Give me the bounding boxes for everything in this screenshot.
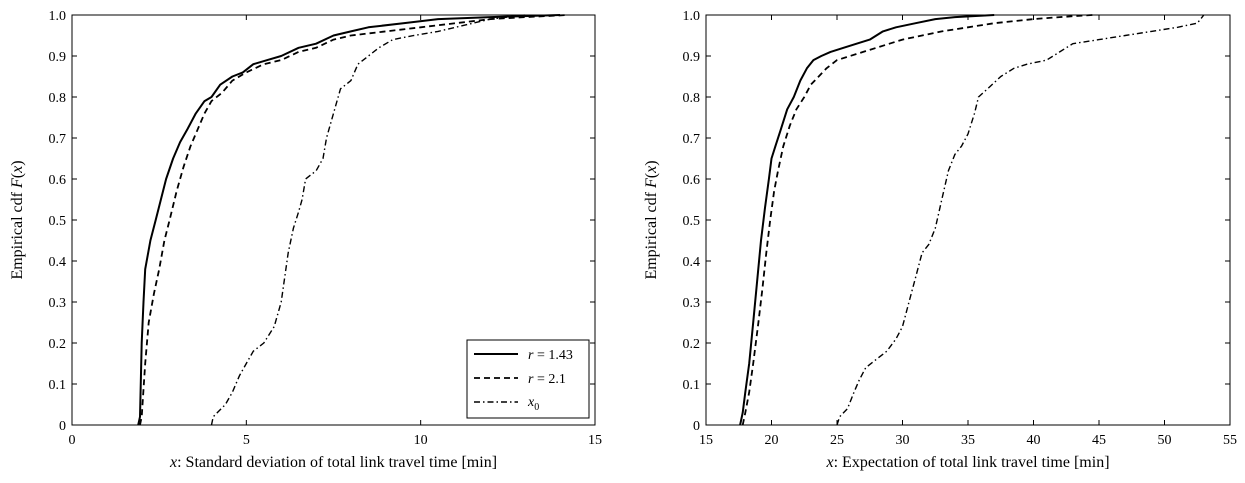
left-legend: r = 1.43 r = 2.1 x0: [466, 339, 590, 419]
right-x-tick-label: 15: [699, 433, 713, 448]
right-ticks: [705, 14, 1231, 426]
right-x-tick-label: 35: [961, 433, 975, 448]
right-y-tick-label: 0.8: [683, 91, 701, 106]
left-y-tick-label: 0.3: [49, 296, 67, 311]
right-series-solid-line: [739, 14, 995, 426]
right-series-dashdot-line: [836, 14, 1205, 426]
right-series-lines: [739, 14, 1205, 426]
legend-entry-r-1-43: r = 1.43: [528, 348, 573, 363]
right-x-axis-label: x: Expectation of total link travel time…: [825, 454, 1109, 471]
left-x-tick-label: 10: [414, 433, 428, 448]
right-x-tick-label: 30: [896, 433, 910, 448]
right-y-axis-label: Empirical cdf F(x): [643, 160, 660, 279]
left-y-tick-label: 0.8: [49, 91, 67, 106]
chart-left: 0 5 10 15 0 0.1 0.2 0.3 0.4 0.5 0.6 0.7 0.8 0.9 1.0 x…: [9, 9, 602, 471]
left-y-tick-label: 1.0: [49, 9, 67, 24]
left-x-tick-labels: 0 5 10 15: [69, 433, 603, 448]
right-y-tick-label: 1.0: [683, 9, 701, 24]
right-y-tick-label: 0.2: [683, 337, 701, 352]
right-x-tick-label: 40: [1027, 433, 1041, 448]
right-y-tick-labels: 0 0.1 0.2 0.3 0.4 0.5 0.6 0.7 0.8 0.9 1.0: [683, 9, 701, 434]
right-x-tick-label: 55: [1223, 433, 1237, 448]
left-ticks: [71, 14, 596, 426]
left-series-dashdot-line: [210, 14, 526, 426]
left-y-tick-label: 0: [59, 419, 66, 434]
legend-entry-x0: x0: [527, 395, 539, 413]
right-y-tick-label: 0.5: [683, 214, 701, 229]
left-x-tick-label: 15: [588, 433, 602, 448]
right-plot-frame: [705, 14, 1231, 426]
left-y-axis-label: Empirical cdf F(x): [9, 160, 26, 279]
right-y-tick-label: 0.6: [683, 173, 701, 188]
right-y-tick-label: 0.7: [683, 132, 701, 147]
left-y-tick-label: 0.9: [49, 50, 67, 65]
left-y-tick-label: 0.6: [49, 173, 67, 188]
right-y-tick-label: 0.3: [683, 296, 701, 311]
left-x-tick-label: 0: [69, 433, 76, 448]
right-x-tick-label: 45: [1092, 433, 1106, 448]
right-series-dashed-line: [741, 14, 1093, 426]
left-y-tick-label: 0.7: [49, 132, 67, 147]
right-y-tick-label: 0.4: [683, 255, 701, 270]
left-y-tick-labels: 0 0.1 0.2 0.3 0.4 0.5 0.6 0.7 0.8 0.9 1.0: [49, 9, 67, 434]
right-y-tick-label: 0.9: [683, 50, 701, 65]
left-y-tick-label: 0.2: [49, 337, 67, 352]
right-x-tick-label: 25: [830, 433, 844, 448]
left-series-lines: [137, 14, 568, 426]
right-x-tick-labels: 15 20 25 30 35 40 45 50 55: [699, 433, 1237, 448]
right-y-tick-label: 0: [693, 419, 700, 434]
right-x-tick-label: 50: [1158, 433, 1172, 448]
chart-right: 15 20 25 30 35 40 45 50 55 0 0.1 0.2 0.3 0.4 0.5 0.6 0.…: [643, 9, 1237, 471]
left-y-tick-label: 0.5: [49, 214, 67, 229]
legend-entry-r-2-1: r = 2.1: [528, 372, 566, 387]
right-y-tick-label: 0.1: [683, 378, 701, 393]
left-y-tick-label: 0.1: [49, 378, 67, 393]
left-x-tick-label: 5: [243, 433, 250, 448]
left-x-axis-label: x: Standard deviation of total link trav…: [169, 454, 497, 471]
left-y-tick-label: 0.4: [49, 255, 67, 270]
left-series-solid-line: [137, 14, 561, 426]
right-x-tick-label: 20: [765, 433, 779, 448]
